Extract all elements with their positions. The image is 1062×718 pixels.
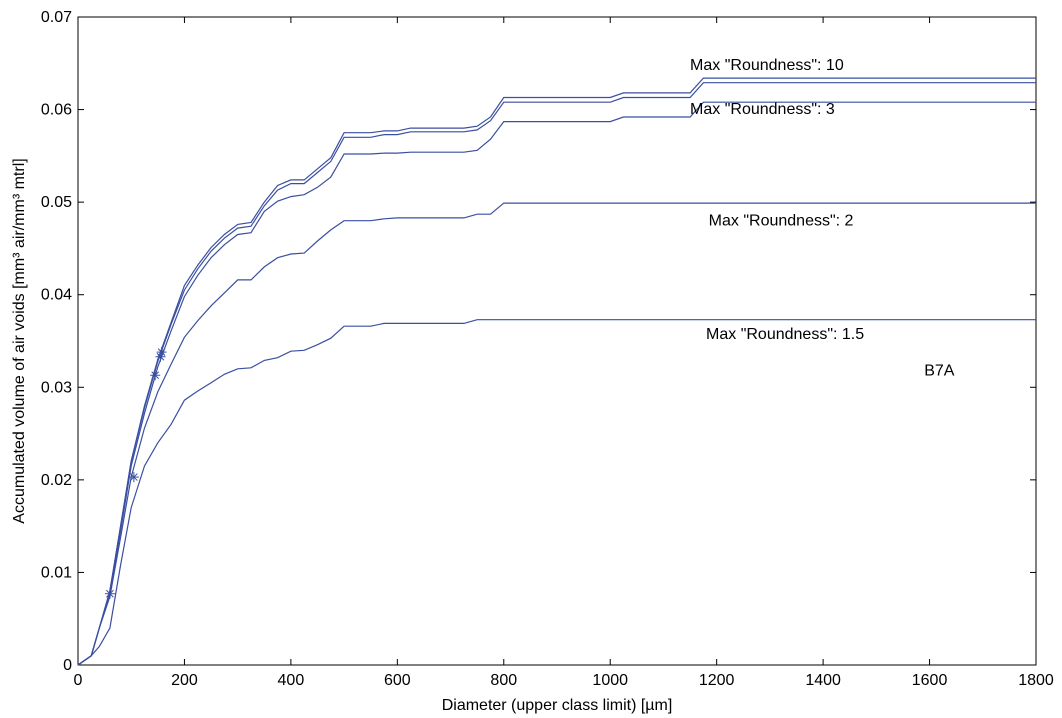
x-tick-label: 1400 <box>805 672 841 689</box>
x-tick-label: 1200 <box>699 672 735 689</box>
x-tick-label: 800 <box>490 672 517 689</box>
plot-area <box>77 16 1037 666</box>
x-tick-label: 400 <box>278 672 305 689</box>
annotation-label: B7A <box>924 362 955 379</box>
asterisk-stroke <box>106 589 114 598</box>
asterisk-stroke <box>156 352 165 361</box>
y-tick-label: 0 <box>63 657 72 674</box>
x-axis-label: Diameter (upper class limit) [µm] <box>442 697 673 714</box>
y-axis-label: Accumulated volume of air voids [mm³ air… <box>11 158 28 523</box>
annotation-label: Max "Roundness": 1.5 <box>706 326 864 343</box>
asterisk-stroke <box>157 348 166 356</box>
annotations: Max "Roundness": 10 Max "Roundness": 3 Max… <box>690 57 955 379</box>
y-tick-label: 0.03 <box>41 379 72 396</box>
asterisk-marker <box>150 370 161 381</box>
series-lines <box>77 77 1036 666</box>
asterisk-stroke <box>130 473 138 481</box>
asterisk-marker <box>104 588 115 599</box>
axis-ticks: 0 200 400 600 800 1000 1200 1400 1600 1800 0 0.01 0.… <box>41 9 1054 689</box>
series-line-3 <box>77 202 1036 666</box>
y-tick-label: 0.07 <box>41 9 72 26</box>
asterisk-stroke <box>151 371 160 380</box>
series-line-1 <box>77 82 1036 666</box>
x-tick-label: 1000 <box>592 672 628 689</box>
y-tick-label: 0.05 <box>41 194 72 211</box>
y-tick-label: 0.01 <box>41 564 72 581</box>
series-line-4 <box>77 319 1036 666</box>
asterisk-marker <box>156 347 167 358</box>
data-markers <box>104 347 167 599</box>
asterisk-marker <box>128 472 139 483</box>
x-tick-label: 1800 <box>1018 672 1054 689</box>
series-line-2 <box>77 101 1036 666</box>
x-tick-label: 0 <box>74 672 83 689</box>
x-tick-label: 600 <box>384 672 411 689</box>
x-tick-label: 1600 <box>912 672 948 689</box>
y-tick-label: 0.04 <box>41 287 72 304</box>
annotation-label: Max "Roundness": 3 <box>690 101 835 118</box>
annotation-label: Max "Roundness": 2 <box>709 212 854 229</box>
y-tick-label: 0.06 <box>41 102 72 119</box>
asterisk-marker <box>155 351 166 362</box>
annotation-label: Max "Roundness": 10 <box>690 57 844 74</box>
x-tick-label: 200 <box>171 672 198 689</box>
y-tick-label: 0.02 <box>41 472 72 489</box>
